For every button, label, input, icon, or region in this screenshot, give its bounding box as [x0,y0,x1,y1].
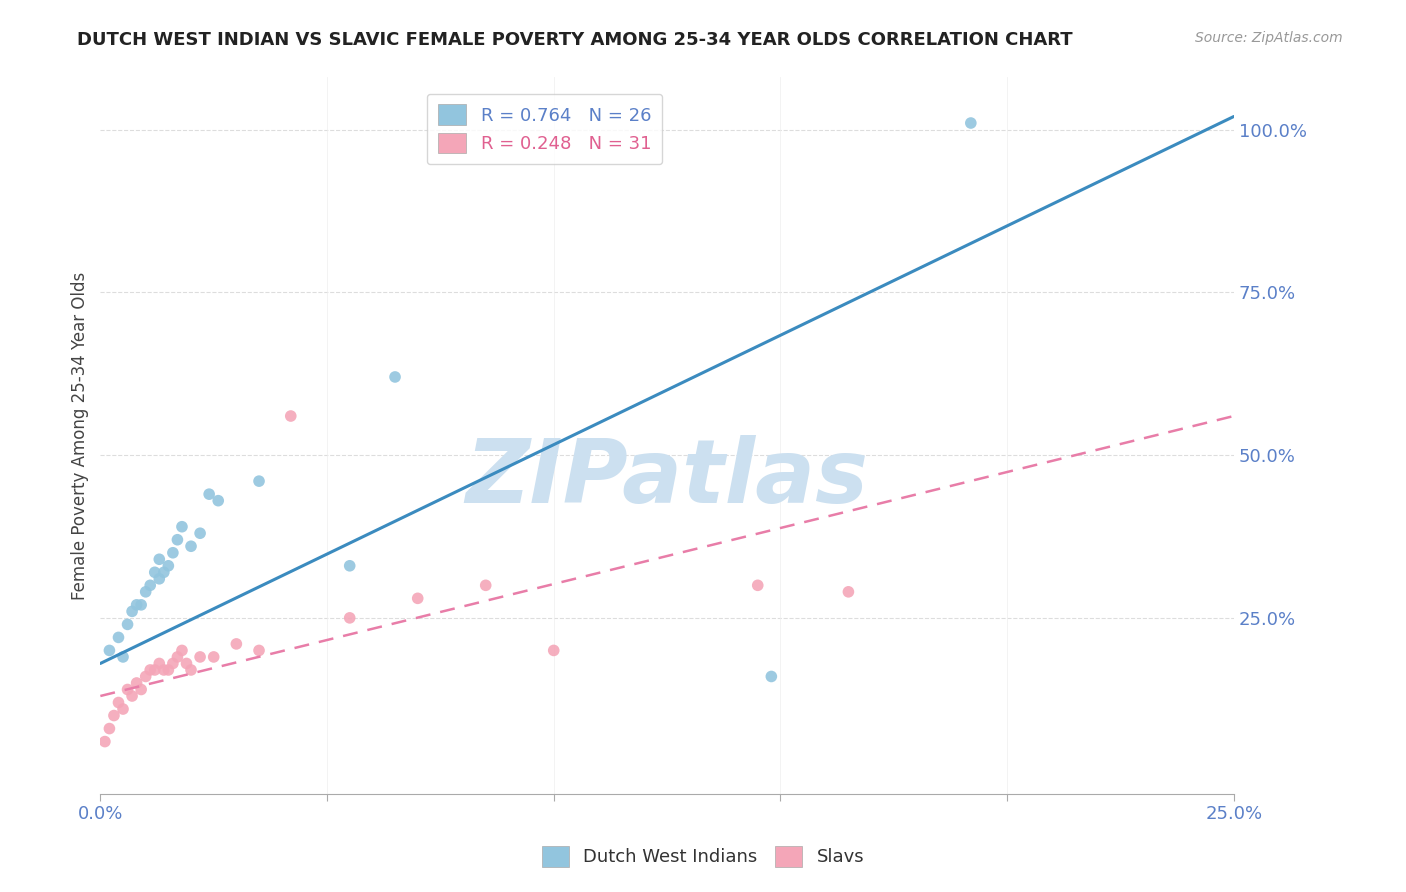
Point [125,676,148,690]
Point [125,598,148,612]
Point [117,617,139,632]
Point [207,493,229,508]
Point [180,539,202,553]
Point [129,682,152,697]
Point [176,657,198,671]
Point [761,669,783,683]
Text: DUTCH WEST INDIAN VS SLAVIC FEMALE POVERTY AMONG 25-34 YEAR OLDS CORRELATION CHA: DUTCH WEST INDIAN VS SLAVIC FEMALE POVER… [77,31,1073,49]
Point [339,558,361,573]
Point [747,578,769,592]
Point [153,566,176,580]
Point [153,663,176,677]
Point [139,663,162,677]
Point [406,591,429,606]
Point [543,643,565,657]
Point [107,696,129,710]
Point [103,708,125,723]
Point [188,526,211,541]
Point [474,578,496,592]
Point [166,649,188,664]
Legend: R = 0.764   N = 26, R = 0.248   N = 31: R = 0.764 N = 26, R = 0.248 N = 31 [427,94,662,164]
Point [339,611,361,625]
Point [121,604,143,618]
Point [247,643,270,657]
Point [148,657,170,671]
Point [157,663,180,677]
Point [247,474,270,488]
Point [129,598,152,612]
Point [98,643,121,657]
Point [157,558,180,573]
Point [139,578,162,592]
Point [148,572,170,586]
Legend: Dutch West Indians, Slavs: Dutch West Indians, Slavs [534,838,872,874]
Y-axis label: Female Poverty Among 25-34 Year Olds: Female Poverty Among 25-34 Year Olds [72,271,89,599]
Point [959,116,981,130]
Point [202,649,225,664]
Point [162,657,184,671]
Point [135,584,157,599]
Point [170,643,193,657]
Text: ZIPatlas: ZIPatlas [465,435,869,522]
Point [143,663,166,677]
Point [111,702,134,716]
Point [384,370,406,384]
Point [162,546,184,560]
Point [170,519,193,533]
Point [837,584,859,599]
Point [188,649,211,664]
Point [166,533,188,547]
Point [143,566,166,580]
Point [121,689,143,703]
Point [198,487,221,501]
Point [94,734,117,748]
Point [117,682,139,697]
Point [280,409,302,423]
Point [107,631,129,645]
Point [180,663,202,677]
Text: Source: ZipAtlas.com: Source: ZipAtlas.com [1195,31,1343,45]
Point [135,669,157,683]
Point [225,637,247,651]
Point [98,722,121,736]
Point [148,552,170,566]
Point [111,649,134,664]
